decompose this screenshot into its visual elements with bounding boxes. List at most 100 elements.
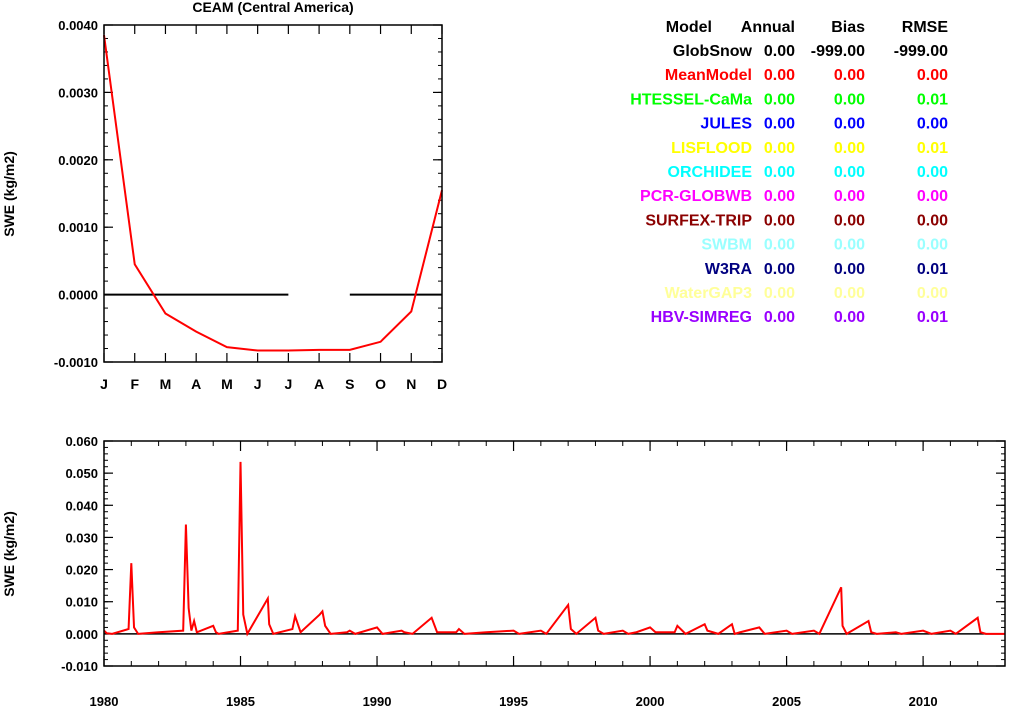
- series-line-meanmodel: [103, 461, 1005, 637]
- stats-table: Model Annual Bias RMSE GlobSnow 0.00 -999.00 -9…: [630, 19, 948, 326]
- table-bias-value: 0.00: [834, 140, 865, 157]
- table-bias-value: 0.00: [834, 67, 865, 84]
- table-bias-value: 0.00: [834, 237, 865, 254]
- x-tick-label: 2000: [636, 694, 665, 709]
- table-annual-value: 0.00: [764, 91, 795, 108]
- table-model-name: HBV-SIMREG: [651, 309, 752, 326]
- table-bias-value: 0.00: [834, 116, 865, 133]
- table-header-cell: RMSE: [902, 19, 949, 36]
- series-line-meanmodel: [103, 34, 443, 352]
- table-model-name: JULES: [700, 116, 752, 133]
- table-rmse-value: 0.01: [917, 91, 948, 108]
- table-rmse-value: 0.00: [917, 164, 948, 181]
- y-tick-label: -0.0010: [54, 355, 98, 370]
- table-header-cell: Model: [666, 19, 712, 36]
- x-tick-label: A: [191, 376, 201, 392]
- y-tick-label: 0.030: [65, 530, 98, 545]
- x-tick-label: M: [221, 376, 233, 392]
- table-rmse-value: 0.00: [917, 188, 948, 205]
- x-tick-label: 1980: [90, 694, 119, 709]
- y-tick-label: 0.010: [65, 595, 98, 610]
- table-bias-value: -999.00: [811, 43, 865, 60]
- x-tick-label: N: [406, 376, 416, 392]
- x-tick-label: J: [254, 376, 262, 392]
- table-rmse-value: 0.01: [917, 261, 948, 278]
- table-rmse-value: 0.00: [917, 116, 948, 133]
- x-tick-label: S: [345, 376, 354, 392]
- x-tick-label: 2010: [909, 694, 938, 709]
- timeseries-plot-frame: [103, 440, 1006, 667]
- table-rmse-value: 0.01: [917, 309, 948, 326]
- y-tick-label: 0.050: [65, 466, 98, 481]
- y-tick-label: 0.0030: [58, 85, 98, 100]
- table-annual-value: 0.00: [764, 67, 795, 84]
- y-tick-label: 0.0040: [58, 18, 98, 33]
- table-bias-value: 0.00: [834, 212, 865, 229]
- x-tick-label: M: [160, 376, 172, 392]
- table-bias-value: 0.00: [834, 309, 865, 326]
- table-annual-value: 0.00: [764, 140, 795, 157]
- seasonal-chart-title: CEAM (Central America): [192, 0, 353, 15]
- seasonal-series-lines: [103, 34, 443, 352]
- table-annual-value: 0.00: [764, 212, 795, 229]
- timeseries-chart: SWE (kg/m2) 0.0600.0500.0400.0300.0200.0…: [1, 434, 1006, 709]
- table-annual-value: 0.00: [764, 261, 795, 278]
- table-annual-value: 0.00: [764, 309, 795, 326]
- table-bias-value: 0.00: [834, 164, 865, 181]
- x-tick-label: 1995: [499, 694, 528, 709]
- y-tick-label: 0.0020: [58, 153, 98, 168]
- table-annual-value: 0.00: [764, 188, 795, 205]
- table-model-name: WaterGAP3: [665, 285, 753, 302]
- x-tick-label: D: [437, 376, 447, 392]
- table-rmse-value: 0.00: [917, 237, 948, 254]
- timeseries-axis-ticks: 0.060 0.050 0.040 0.030 0.020 0.010 0.000 -0.01…: [61, 434, 1006, 709]
- table-model-name: W3RA: [705, 261, 753, 278]
- table-model-name: LISFLOOD: [671, 140, 752, 157]
- timeseries-y-axis-label: SWE (kg/m2): [1, 511, 17, 597]
- table-rmse-value: 0.00: [917, 285, 948, 302]
- table-annual-value: 0.00: [764, 43, 795, 60]
- table-model-name: SURFEX-TRIP: [645, 212, 752, 229]
- x-tick-label: O: [375, 376, 386, 392]
- y-tick-label: 0.000: [65, 627, 98, 642]
- x-tick-label: 2005: [772, 694, 801, 709]
- x-tick-label: F: [130, 376, 139, 392]
- table-annual-value: 0.00: [764, 237, 795, 254]
- seasonal-cycle-chart: CEAM (Central America) SWE (kg/m2) 0.004…: [1, 0, 447, 392]
- table-bias-value: 0.00: [834, 261, 865, 278]
- table-bias-value: 0.00: [834, 91, 865, 108]
- table-rmse-value: 0.01: [917, 140, 948, 157]
- x-tick-label: A: [314, 376, 324, 392]
- timeseries-series-lines: [103, 461, 1005, 637]
- table-model-name: ORCHIDEE: [668, 164, 753, 181]
- y-tick-label: -0.010: [61, 659, 98, 674]
- table-model-name: HTESSEL-CaMa: [630, 91, 752, 108]
- y-tick-label: 0.0000: [58, 288, 98, 303]
- table-annual-value: 0.00: [764, 285, 795, 302]
- table-model-name: GlobSnow: [673, 43, 753, 60]
- table-model-name: MeanModel: [665, 67, 752, 84]
- table-annual-value: 0.00: [764, 164, 795, 181]
- table-header-cell: Bias: [831, 19, 865, 36]
- y-tick-label: 0.0010: [58, 220, 98, 235]
- y-tick-label: 0.020: [65, 563, 98, 578]
- y-tick-label: 0.060: [65, 434, 98, 449]
- table-rmse-value: -999.00: [894, 43, 948, 60]
- table-bias-value: 0.00: [834, 188, 865, 205]
- x-tick-label: J: [284, 376, 292, 392]
- table-model-name: SWBM: [701, 237, 752, 254]
- table-rmse-value: 0.00: [917, 212, 948, 229]
- x-tick-label: J: [100, 376, 108, 392]
- seasonal-plot-frame: [103, 24, 443, 363]
- table-model-name: PCR-GLOBWB: [640, 188, 752, 205]
- table-annual-value: 0.00: [764, 116, 795, 133]
- x-tick-label: 1985: [226, 694, 255, 709]
- table-header-cell: Annual: [741, 19, 795, 36]
- table-bias-value: 0.00: [834, 285, 865, 302]
- seasonal-y-axis-label: SWE (kg/m2): [1, 151, 17, 237]
- x-tick-label: 1990: [363, 694, 392, 709]
- table-rmse-value: 0.00: [917, 67, 948, 84]
- y-tick-label: 0.040: [65, 498, 98, 513]
